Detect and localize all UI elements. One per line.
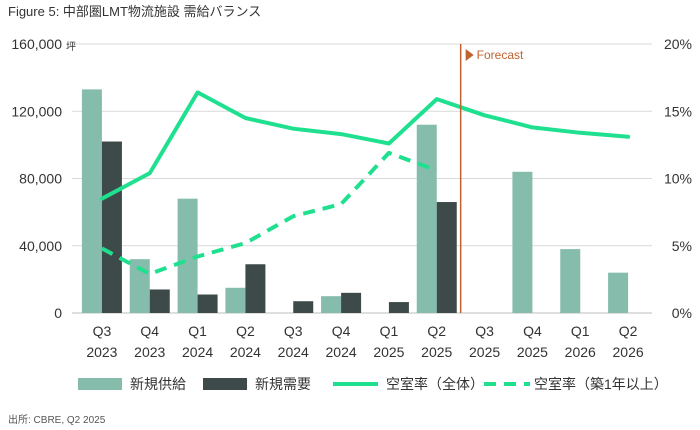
- legend-label-vacancy-1yr: 空室率（築1年以上）: [534, 376, 668, 392]
- x-tick-year: 2024: [326, 344, 357, 360]
- left-axis-unit: 坪: [66, 40, 76, 53]
- x-tick-quarter: Q2: [619, 323, 638, 339]
- bars: [81, 89, 629, 313]
- x-tick-quarter: Q1: [380, 323, 399, 339]
- x-tick-quarter: Q2: [236, 323, 255, 339]
- x-tick-year: 2024: [278, 344, 309, 360]
- x-axis-labels: Q3 2023 Q4 2023 Q1 2024 Q2 2024 Q3 2024 Q4 2024 Q1 20…: [86, 323, 644, 360]
- bar-supply: [225, 287, 246, 313]
- x-tick-quarter: Q4: [332, 323, 351, 339]
- legend-swatch-demand: [203, 378, 247, 390]
- forecast-arrow-icon: [465, 49, 474, 61]
- line-vacancy-1yr-plus: [100, 150, 438, 276]
- x-tick-quarter: Q1: [188, 323, 207, 339]
- x-tick-year: 2026: [565, 344, 596, 360]
- forecast-marker: Forecast: [459, 44, 524, 313]
- right-tick-label: 15%: [664, 103, 692, 119]
- x-tick-year: 2023: [134, 344, 165, 360]
- bar-demand: [245, 264, 266, 313]
- bar-demand: [293, 301, 314, 313]
- lines: [99, 90, 631, 276]
- x-tick-year: 2026: [613, 344, 644, 360]
- right-tick-label: 0%: [672, 305, 692, 321]
- x-tick-quarter: Q1: [571, 323, 590, 339]
- gridlines: [72, 43, 652, 314]
- legend-swatch-supply: [78, 378, 122, 390]
- x-tick-quarter: Q3: [93, 323, 112, 339]
- left-tick-label: 120,000: [11, 103, 62, 119]
- x-tick-year: 2023: [86, 344, 117, 360]
- bar-demand: [149, 289, 170, 313]
- legend-label-supply: 新規供給: [130, 376, 186, 392]
- source-note: 出所: CBRE, Q2 2025: [8, 413, 106, 426]
- right-tick-label: 5%: [672, 238, 692, 254]
- left-tick-label: 160,000: [11, 36, 62, 52]
- left-tick-label: 80,000: [19, 171, 62, 187]
- x-tick-year: 2025: [517, 344, 548, 360]
- x-tick-year: 2025: [373, 344, 404, 360]
- right-tick-label: 10%: [664, 171, 692, 187]
- bar-demand: [197, 294, 218, 313]
- left-tick-label: 40,000: [19, 238, 62, 254]
- bar-demand: [388, 302, 409, 313]
- bar-demand: [101, 141, 122, 313]
- bar-demand: [341, 292, 362, 313]
- x-tick-year: 2025: [421, 344, 452, 360]
- x-tick-quarter: Q3: [475, 323, 494, 339]
- bar-supply: [177, 198, 198, 313]
- left-axis-ticks: 0 40,000 80,000 120,000 160,000: [11, 36, 62, 321]
- x-tick-quarter: Q4: [140, 323, 159, 339]
- bar-supply: [81, 89, 102, 313]
- x-tick-quarter: Q4: [523, 323, 542, 339]
- line-vacancy-total: [99, 90, 631, 201]
- x-tick-year: 2024: [230, 344, 261, 360]
- x-tick-quarter: Q2: [427, 323, 446, 339]
- x-tick-year: 2024: [182, 344, 213, 360]
- right-tick-label: 20%: [664, 36, 692, 52]
- bar-supply: [512, 171, 533, 313]
- bar-demand: [436, 202, 457, 313]
- x-tick-quarter: Q3: [284, 323, 303, 339]
- bar-supply: [608, 272, 629, 313]
- right-axis-ticks: 0% 5% 10% 15% 20%: [664, 36, 692, 321]
- bar-supply: [321, 296, 342, 313]
- legend-label-demand: 新規需要: [255, 376, 311, 392]
- bar-supply: [416, 124, 437, 313]
- bar-supply: [560, 249, 581, 313]
- figure-title: Figure 5: 中部圏LMT物流施設 需給バランス: [8, 4, 261, 19]
- x-tick-year: 2025: [469, 344, 500, 360]
- legend-label-vacancy-total: 空室率（全体）: [386, 376, 484, 392]
- legend: 新規供給 新規需要 空室率（全体） 空室率（築1年以上）: [78, 376, 668, 392]
- left-tick-label: 0: [54, 305, 62, 321]
- forecast-label: Forecast: [477, 48, 524, 62]
